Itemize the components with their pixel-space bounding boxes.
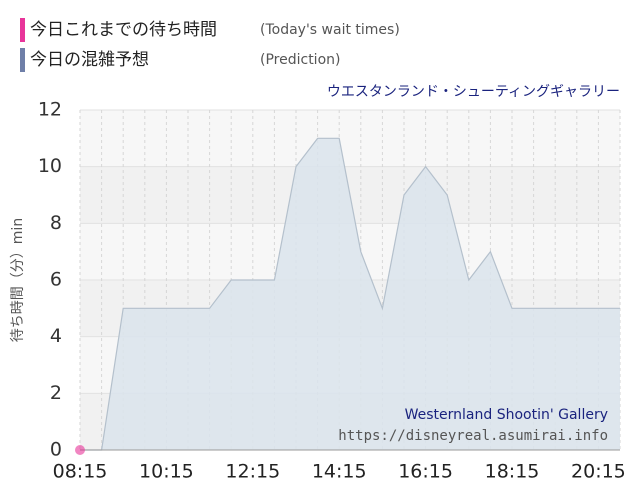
x-tick-label: 18:15 xyxy=(485,461,540,483)
legend-swatch xyxy=(20,48,25,72)
area-fill xyxy=(80,138,620,451)
y-tick-label: 12 xyxy=(38,99,62,121)
grid-band xyxy=(80,110,620,167)
x-tick-label: 10:15 xyxy=(139,461,194,483)
legend-swatch xyxy=(20,18,25,42)
y-tick-label: 6 xyxy=(50,269,62,291)
chart-title: ウエスタンランド・シューティングギャラリー xyxy=(327,84,620,100)
watermark-url: https://disneyreal.asumirai.info xyxy=(338,428,608,444)
x-tick-label: 20:15 xyxy=(571,461,626,483)
legend-note: (Today's wait times) xyxy=(260,22,400,38)
x-tick-label: 14:15 xyxy=(312,461,367,483)
legend-label: 今日これまでの待ち時間 xyxy=(30,20,217,40)
x-tick-label: 16:15 xyxy=(398,461,453,483)
y-tick-label: 10 xyxy=(38,155,62,177)
x-tick-label: 12:15 xyxy=(225,461,280,483)
legend-label: 今日の混雑予想 xyxy=(30,50,149,70)
y-tick-label: 8 xyxy=(50,212,62,234)
y-axis-label: 待ち時間（分）min xyxy=(10,218,26,342)
area-line xyxy=(80,137,620,451)
y-tick-label: 4 xyxy=(50,325,62,347)
y-tick-label: 2 xyxy=(50,382,62,404)
x-tick-label: 08:15 xyxy=(53,461,108,483)
watermark-name: Westernland Shootin' Gallery xyxy=(405,407,608,423)
actual-point xyxy=(75,445,85,455)
legend-note: (Prediction) xyxy=(260,52,340,68)
y-tick-label: 0 xyxy=(50,439,62,461)
